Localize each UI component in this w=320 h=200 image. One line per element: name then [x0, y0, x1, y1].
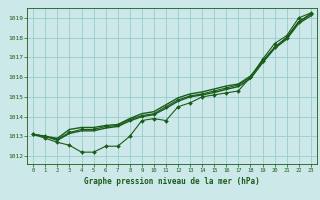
X-axis label: Graphe pression niveau de la mer (hPa): Graphe pression niveau de la mer (hPa) — [84, 177, 260, 186]
